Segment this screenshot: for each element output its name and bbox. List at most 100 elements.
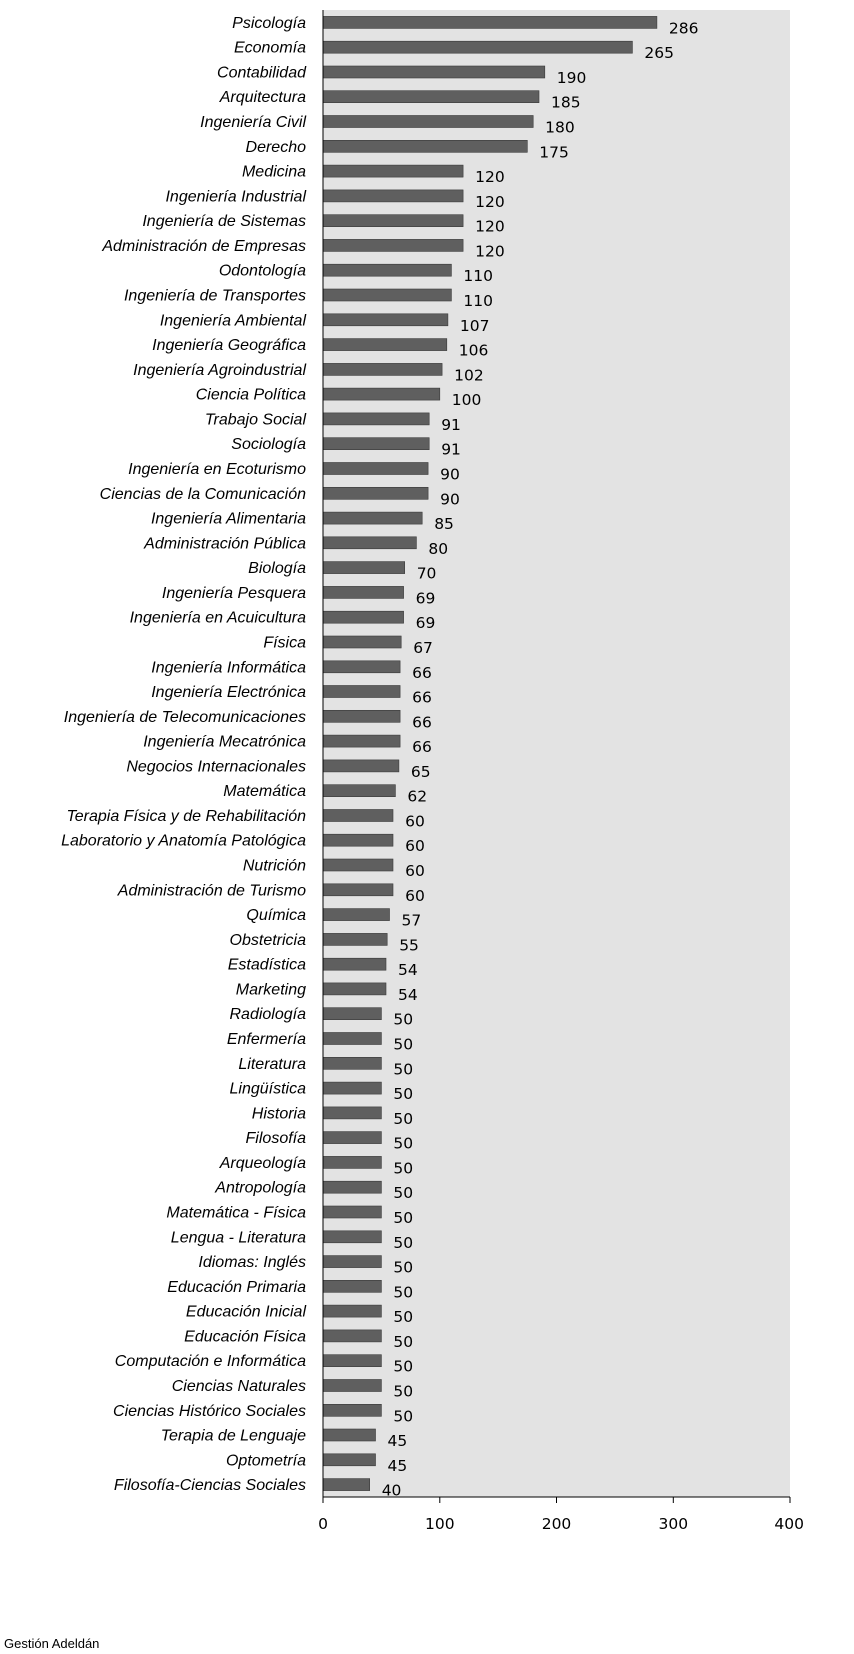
category-label: Arqueología	[219, 1155, 306, 1172]
bar	[322, 685, 401, 698]
category-label: Enfermería	[227, 1031, 306, 1048]
value-label: 67	[413, 639, 433, 657]
value-label: 286	[669, 19, 699, 37]
bar	[322, 164, 464, 178]
category-label: Estadística	[228, 957, 306, 974]
category-label: Trabajo Social	[205, 411, 307, 428]
category-label: Historia	[252, 1105, 306, 1122]
category-label: Ingeniería Industrial	[165, 188, 306, 205]
value-labels-group: 286 265 190 185 180 175 120 120 120 120 110 110 107 1…	[382, 19, 699, 1499]
value-label: 91	[441, 441, 461, 459]
bar	[322, 734, 401, 748]
bar	[322, 486, 429, 500]
bar	[322, 511, 423, 525]
x-axis: 0 100 200 300 400	[318, 10, 804, 1533]
bar	[322, 140, 528, 153]
value-label: 66	[412, 738, 432, 756]
value-label: 90	[440, 490, 460, 508]
bar	[322, 1205, 382, 1219]
value-label: 50	[393, 1135, 413, 1153]
value-label: 50	[393, 1383, 413, 1401]
value-label: 55	[399, 936, 419, 954]
value-label: 175	[539, 143, 569, 161]
bar	[322, 1478, 371, 1491]
bar	[322, 1354, 382, 1367]
category-label: Lengua - Literatura	[171, 1229, 306, 1246]
category-label: Derecho	[246, 139, 307, 156]
bar	[322, 1404, 382, 1417]
bar	[322, 586, 404, 599]
bar	[322, 809, 394, 822]
value-label: 120	[475, 242, 505, 260]
category-label: Química	[246, 907, 306, 924]
category-label: Idiomas: Inglés	[198, 1254, 306, 1271]
bar	[322, 1230, 382, 1244]
bar	[322, 239, 464, 252]
bar	[322, 1081, 382, 1095]
value-label: 66	[412, 689, 432, 707]
value-label: 50	[393, 1209, 413, 1227]
category-label: Marketing	[236, 981, 306, 998]
value-label: 120	[475, 168, 505, 186]
bar	[322, 462, 429, 475]
category-label: Ingeniería de Telecomunicaciones	[64, 709, 306, 726]
x-tick-label: 400	[774, 1515, 804, 1533]
bar	[322, 883, 394, 897]
bar	[322, 635, 402, 649]
value-label: 50	[393, 1407, 413, 1425]
bar	[322, 1453, 376, 1467]
bar	[322, 908, 390, 921]
bar	[322, 338, 448, 351]
value-label: 85	[434, 515, 454, 533]
bar	[322, 759, 400, 773]
bar	[322, 833, 394, 847]
value-label: 66	[412, 664, 432, 682]
value-label: 50	[393, 1110, 413, 1128]
bar	[322, 982, 387, 996]
value-label: 80	[428, 540, 448, 558]
value-label: 66	[412, 713, 432, 731]
category-label: Ingeniería de Transportes	[124, 288, 306, 305]
category-label: Ingeniería Geográfica	[152, 337, 306, 354]
value-label: 60	[405, 887, 425, 905]
category-label: Lingüística	[230, 1081, 307, 1098]
value-label: 45	[388, 1457, 408, 1475]
category-label: Administración de Turismo	[117, 882, 306, 899]
category-label: Negocios Internacionales	[126, 758, 306, 775]
category-label: Ingeniería Informática	[151, 659, 306, 676]
bar	[322, 387, 441, 401]
x-tick-label: 100	[425, 1515, 455, 1533]
category-label: Biología	[248, 560, 306, 577]
category-label: Obstetricia	[230, 932, 307, 949]
value-label: 45	[388, 1432, 408, 1450]
bar	[322, 65, 546, 79]
category-label: Ciencias Histórico Sociales	[113, 1403, 306, 1420]
value-label: 50	[393, 1308, 413, 1326]
bar	[322, 363, 443, 376]
x-tick-label: 200	[542, 1515, 572, 1533]
bar	[322, 90, 540, 103]
category-label: Filosofía-Ciencias Sociales	[114, 1477, 306, 1494]
value-label: 50	[393, 1159, 413, 1177]
bar	[322, 1106, 382, 1120]
category-label: Física	[263, 635, 306, 652]
category-label: Educación Primaria	[167, 1279, 306, 1296]
value-label: 185	[551, 94, 581, 112]
category-label: Antropología	[214, 1180, 306, 1197]
category-label: Educación Física	[184, 1328, 306, 1345]
x-tick-label: 300	[659, 1515, 689, 1533]
bar	[322, 536, 417, 550]
value-label: 50	[393, 1283, 413, 1301]
plot-area	[323, 10, 790, 1497]
bar	[322, 1428, 376, 1442]
category-label: Ingeniería en Ecoturismo	[128, 461, 306, 478]
bar	[322, 957, 387, 971]
bar	[322, 313, 449, 327]
category-label: Ingeniería Agroindustrial	[133, 362, 306, 379]
bar	[322, 115, 534, 128]
category-label: Arquitectura	[219, 89, 306, 106]
footer-source-text: Gestión Adeldán	[4, 1636, 99, 1651]
value-label: 100	[452, 391, 482, 409]
value-label: 50	[393, 1085, 413, 1103]
